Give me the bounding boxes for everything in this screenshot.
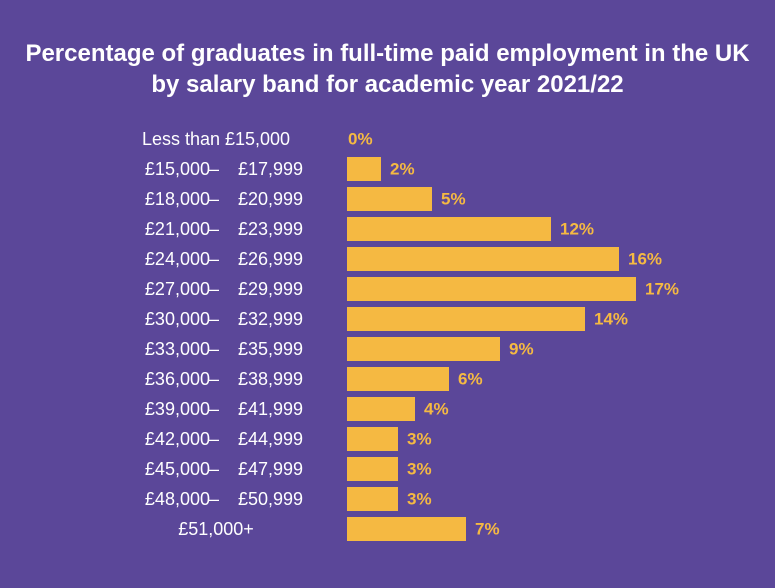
category-label-from: £48,000 <box>145 489 210 509</box>
category-label-to: £17,999 <box>238 159 303 179</box>
category-label-to: £23,999 <box>238 219 303 239</box>
category-label-separator: – <box>209 429 219 449</box>
bar <box>347 427 398 451</box>
category-label-separator: – <box>209 249 219 269</box>
bar <box>347 517 466 541</box>
category-label: £51,000+ <box>178 519 254 539</box>
value-label: 5% <box>441 190 466 209</box>
category-label-to: £38,999 <box>238 369 303 389</box>
bar <box>347 337 500 361</box>
category-label-separator: – <box>209 399 219 419</box>
category-label-separator: – <box>209 489 219 509</box>
category-label-to: £47,999 <box>238 459 303 479</box>
bar <box>347 157 381 181</box>
value-label: 3% <box>407 490 432 509</box>
value-label: 0% <box>348 130 373 149</box>
category-label-separator: – <box>209 309 219 329</box>
category-label-to: £50,999 <box>238 489 303 509</box>
category-label-to: £41,999 <box>238 399 303 419</box>
category-label-from: £18,000 <box>145 189 210 209</box>
bar <box>347 367 449 391</box>
category-label-separator: – <box>209 189 219 209</box>
value-label: 17% <box>645 280 679 299</box>
value-label: 3% <box>407 460 432 479</box>
category-label-from: £30,000 <box>145 309 210 329</box>
value-label: 3% <box>407 430 432 449</box>
bar <box>347 397 415 421</box>
category-label-to: £20,999 <box>238 189 303 209</box>
category-label-to: £32,999 <box>238 309 303 329</box>
value-label: 4% <box>424 400 449 419</box>
bar <box>347 487 398 511</box>
category-label-from: £36,000 <box>145 369 210 389</box>
category-label-to: £29,999 <box>238 279 303 299</box>
bar <box>347 307 585 331</box>
category-label-separator: – <box>209 219 219 239</box>
category-label-from: £33,000 <box>145 339 210 359</box>
category-label: Less than £15,000 <box>142 129 290 149</box>
category-label-from: £15,000 <box>145 159 210 179</box>
bar <box>347 457 398 481</box>
category-label-to: £44,999 <box>238 429 303 449</box>
chart-title: Percentage of graduates in full-time pai… <box>25 40 750 98</box>
category-label-from: £21,000 <box>145 219 210 239</box>
category-label-to: £35,999 <box>238 339 303 359</box>
value-label: 16% <box>628 250 662 269</box>
category-label-separator: – <box>209 339 219 359</box>
category-label-separator: – <box>209 279 219 299</box>
category-label-from: £27,000 <box>145 279 210 299</box>
value-label: 6% <box>458 370 483 389</box>
bar <box>347 217 551 241</box>
value-label: 9% <box>509 340 534 359</box>
bar <box>347 187 432 211</box>
category-label-separator: – <box>209 369 219 389</box>
value-label: 2% <box>390 160 415 179</box>
category-label-from: £42,000 <box>145 429 210 449</box>
category-label-from: £24,000 <box>145 249 210 269</box>
category-label-from: £45,000 <box>145 459 210 479</box>
category-label-separator: – <box>209 159 219 179</box>
category-label-separator: – <box>209 459 219 479</box>
value-label: 12% <box>560 220 594 239</box>
value-label: 7% <box>475 520 500 539</box>
bar <box>347 247 619 271</box>
category-label-from: £39,000 <box>145 399 210 419</box>
bar <box>347 277 636 301</box>
category-label-to: £26,999 <box>238 249 303 269</box>
value-label: 14% <box>594 310 628 329</box>
